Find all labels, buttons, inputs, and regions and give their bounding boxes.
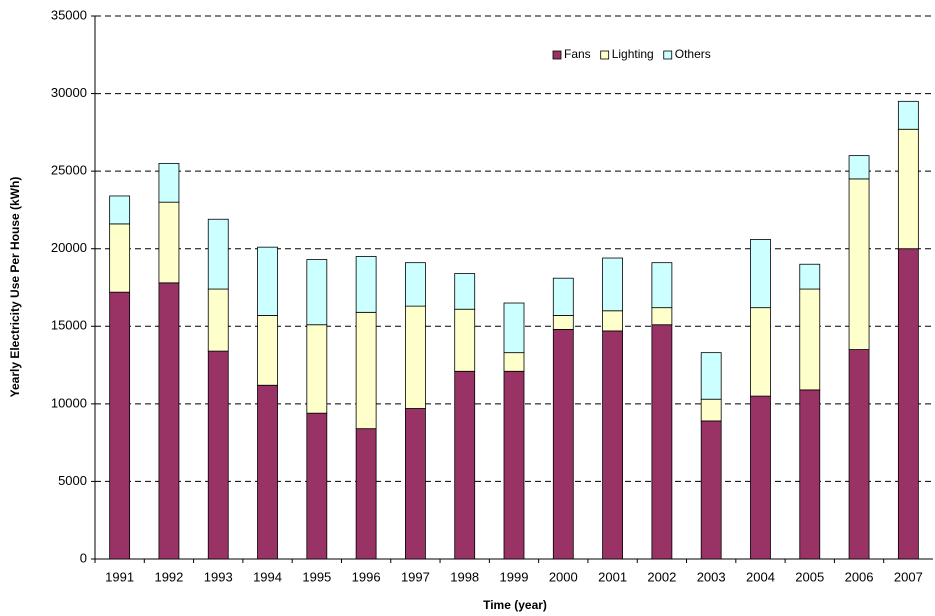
y-tick-label: 35000 (51, 7, 87, 22)
bar-segment (405, 262, 426, 307)
bar-segment (503, 302, 525, 354)
bar-segment (257, 246, 278, 316)
bar-segment (750, 239, 771, 309)
x-tick-label: 1996 (352, 569, 381, 584)
x-tick-label: 2000 (549, 569, 578, 584)
y-tick-label: 20000 (51, 240, 87, 255)
bar-segment (651, 262, 673, 309)
bar-segment (651, 307, 673, 326)
legend-label: Others (675, 47, 711, 61)
bar-segment (848, 155, 870, 180)
bar-segment (306, 259, 328, 326)
y-tick-label: 0 (80, 550, 87, 565)
x-tick-label: 2004 (746, 569, 775, 584)
bar-segment (257, 384, 278, 560)
bar-segment (355, 311, 377, 430)
bar-segment (109, 291, 131, 560)
x-tick-label: 2001 (598, 569, 627, 584)
bar-segment (799, 288, 821, 391)
bar-segment (750, 307, 771, 397)
bar-segment (109, 195, 131, 225)
bar-segment (109, 223, 131, 293)
bar-segment (848, 178, 870, 350)
bar-segment (454, 308, 476, 372)
legend-swatch (663, 50, 673, 60)
bar-segment (848, 349, 870, 560)
bar-segment (306, 324, 328, 414)
x-tick-label: 1993 (204, 569, 233, 584)
bar-segment (207, 350, 229, 560)
bar-segment (897, 128, 919, 250)
bar-segment (355, 428, 377, 560)
bar-segment (552, 315, 574, 330)
x-tick-label: 1997 (401, 569, 430, 584)
x-tick-label: 1999 (500, 569, 529, 584)
bar-segment (207, 218, 229, 290)
x-tick-label: 1998 (450, 569, 479, 584)
bar-segment (799, 389, 821, 560)
bar-segment (158, 282, 180, 560)
bar-segment (503, 352, 525, 372)
bar-segment (700, 352, 722, 400)
x-tick-label: 1991 (105, 569, 134, 584)
bar-segment (158, 201, 180, 284)
bar-segment (552, 328, 574, 560)
bar-segment (651, 324, 673, 560)
x-tick-label: 2002 (647, 569, 676, 584)
bar-segment (158, 162, 180, 203)
bar-segment (405, 408, 426, 560)
bar-segment (306, 412, 328, 560)
bar-segment (750, 395, 771, 560)
bar-segment (897, 248, 919, 560)
bar-segment (207, 288, 229, 352)
bar-segment (700, 420, 722, 560)
bar-segment (454, 370, 476, 560)
legend-swatch (552, 50, 562, 60)
x-tick-label: 1995 (302, 569, 331, 584)
y-tick-label: 15000 (51, 318, 87, 333)
legend-label: Fans (564, 47, 591, 61)
y-axis-label: Yearly Electricity Use Per House (kWh) (8, 177, 22, 398)
bar-segment (257, 315, 278, 386)
x-tick-label: 2006 (845, 569, 874, 584)
bar-segment (799, 263, 821, 290)
bar-segment (503, 370, 525, 560)
bar-segment (355, 256, 377, 313)
x-tick-label: 1992 (154, 569, 183, 584)
x-tick-label: 2005 (795, 569, 824, 584)
bar-segment (602, 257, 623, 312)
x-tick-label: 1994 (253, 569, 282, 584)
bar-segment (700, 398, 722, 422)
bar-segment (602, 310, 623, 332)
bar-segment (897, 100, 919, 130)
bar-segment (405, 305, 426, 409)
bar-segment (552, 277, 574, 316)
x-tick-label: 2003 (697, 569, 726, 584)
y-tick-label: 25000 (51, 163, 87, 178)
y-tick-label: 5000 (58, 473, 87, 488)
x-axis-label: Time (year) (483, 598, 547, 612)
legend-label: Lighting (612, 47, 654, 61)
legend-swatch (600, 50, 610, 60)
bar-segment (454, 273, 476, 310)
y-tick-label: 30000 (51, 85, 87, 100)
bar-segment (602, 330, 623, 560)
y-tick-label: 10000 (51, 395, 87, 410)
x-tick-label: 2007 (894, 569, 923, 584)
